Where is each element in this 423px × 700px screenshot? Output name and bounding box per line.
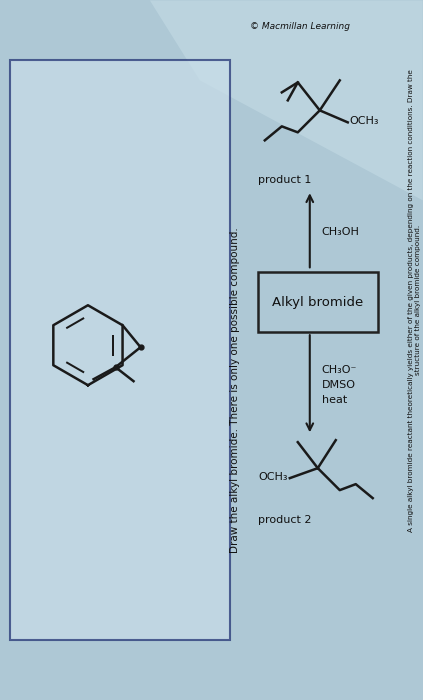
Text: CH₃OH: CH₃OH [322,228,360,237]
Bar [258,272,378,332]
Bar [10,60,230,640]
Text: Alkyl bromide: Alkyl bromide [272,295,363,309]
Text: OCH₃: OCH₃ [258,472,288,482]
Text: CH₃O⁻: CH₃O⁻ [322,365,357,375]
Text: DMSO: DMSO [322,380,356,390]
Text: Draw the alkyl bromide. There is only one possible compound.: Draw the alkyl bromide. There is only on… [230,228,240,553]
Text: OCH₃: OCH₃ [350,116,379,127]
Text: product 1: product 1 [258,175,311,186]
Text: heat: heat [322,395,347,405]
Text: A single alkyl bromide reactant theoretically yields either of the given product: A single alkyl bromide reactant theoreti… [408,69,421,532]
Polygon shape [150,1,423,200]
Text: product 2: product 2 [258,515,311,525]
Text: © Macmillan Learning: © Macmillan Learning [250,22,350,32]
